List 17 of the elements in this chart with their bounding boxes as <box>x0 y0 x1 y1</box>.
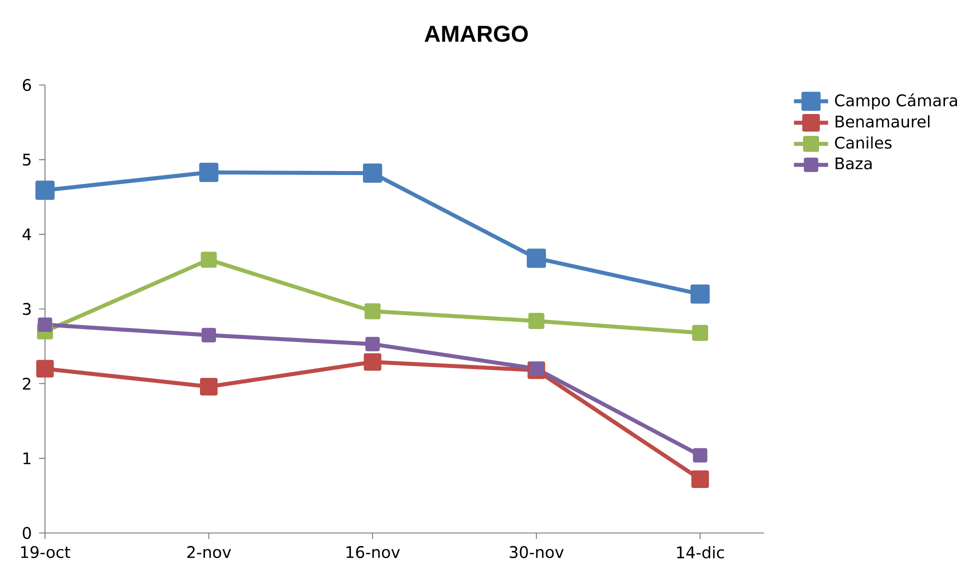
x-tick-label: 16-nov <box>346 546 400 558</box>
legend-label: Campo Cámara <box>835 93 957 110</box>
x-tick-label: 2-nov <box>187 546 231 558</box>
y-tick-label: 5 <box>22 154 31 166</box>
legend-label: Benamaurel <box>836 115 930 128</box>
x-tick-label: 14-dic <box>677 546 724 558</box>
legend-label: Baza <box>836 158 872 170</box>
y-tick-label: 1 <box>24 452 30 464</box>
y-tick-label: 2 <box>22 378 30 390</box>
y-tick-label: 6 <box>22 78 31 92</box>
chart-title: AMARGO <box>424 26 528 42</box>
legend-label: Caniles <box>835 136 892 149</box>
y-tick-label: 0 <box>22 526 31 540</box>
x-tick-label: 19-oct <box>21 546 70 558</box>
y-tick-label: 3 <box>22 302 31 316</box>
y-tick-label: 4 <box>22 228 32 240</box>
x-tick-label: 30-nov <box>510 546 564 558</box>
